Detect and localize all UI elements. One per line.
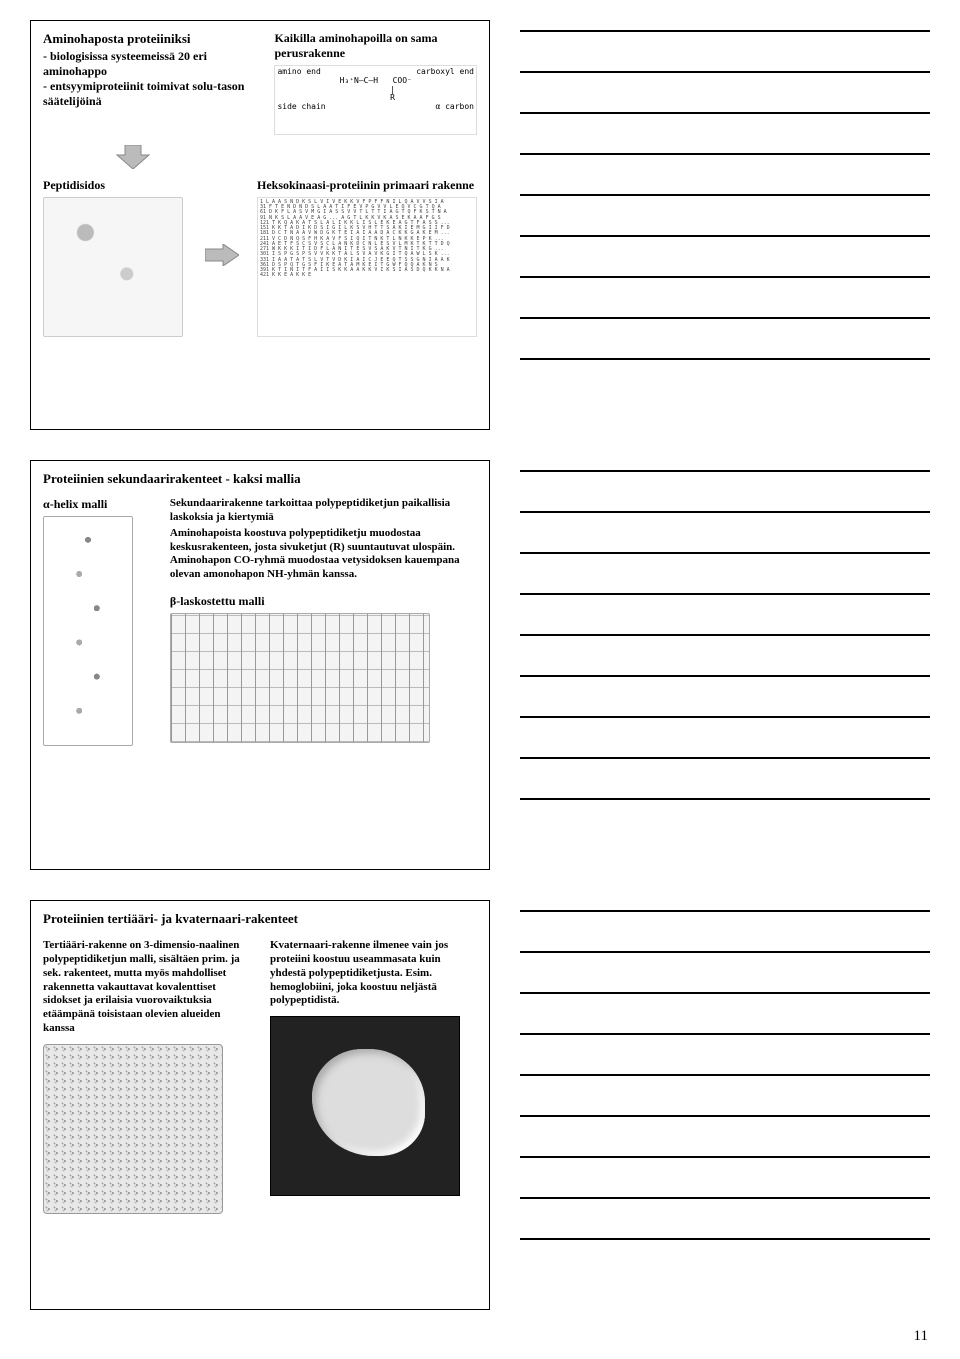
slide1-bullet1: - biologisissa systeemeissä 20 eri amino…: [43, 49, 262, 79]
note-line: [520, 276, 930, 278]
note-line: [520, 798, 930, 800]
label-alpha-carbon: α carbon: [435, 103, 474, 112]
note-line: [520, 112, 930, 114]
slide1-title: Aminohaposta proteiiniksi: [43, 31, 262, 47]
slide-1: Aminohaposta proteiiniksi - biologisissa…: [30, 20, 490, 430]
note-line: [520, 593, 930, 595]
slide1-right-title: Kaikilla aminohapoilla on sama perusrake…: [274, 31, 477, 61]
label-hexokinase: Heksokinaasi-proteiinin primaari rakenne: [257, 178, 477, 193]
arrow-right-icon: [205, 244, 239, 266]
beta-sheet-figure: [170, 613, 430, 743]
slide1-bullet2: - entsyymiproteiinit toimivat solu-tason…: [43, 79, 262, 109]
note-line: [520, 511, 930, 513]
tertiary-text: Tertiääri-rakenne on 3-dimensio-naalinen…: [43, 939, 250, 1035]
note-line: [520, 1074, 930, 1076]
slide-3: Proteiinien tertiääri- ja kvaternaari-ra…: [30, 900, 490, 1310]
alpha-helix-label: α-helix malli: [43, 497, 154, 512]
note-line: [520, 634, 930, 636]
amino-structure-figure: amino end carboxyl end H₃⁺N—C—H COO⁻ | R…: [274, 65, 477, 135]
peptide-bond-figure: [43, 197, 183, 337]
note-line: [520, 358, 930, 360]
note-line: [520, 470, 930, 472]
note-line: [520, 716, 930, 718]
note-line: [520, 992, 930, 994]
note-line: [520, 1238, 930, 1240]
label-peptidisidos: Peptidisidos: [43, 178, 187, 193]
notes-column: [490, 20, 930, 1319]
note-line: [520, 675, 930, 677]
label-amino-end: amino end: [277, 68, 320, 77]
quaternary-structure-figure: [270, 1016, 460, 1196]
note-line: [520, 235, 930, 237]
notes-block-3: [520, 900, 930, 1310]
note-line: [520, 1033, 930, 1035]
page-number: 11: [914, 1328, 928, 1345]
quaternary-text: Kvaternaari-rakenne ilmenee vain jos pro…: [270, 939, 477, 1008]
note-line: [520, 951, 930, 953]
arrow-down-icon: [113, 145, 153, 169]
note-line: [520, 552, 930, 554]
note-line: [520, 910, 930, 912]
slide2-lead: Sekundaarirakenne tarkoittaa polypeptidi…: [170, 497, 477, 525]
note-line: [520, 757, 930, 759]
note-line: [520, 30, 930, 32]
note-line: [520, 317, 930, 319]
note-line: [520, 1156, 930, 1158]
notes-block-2: [520, 460, 930, 870]
label-side-chain: side chain: [277, 103, 325, 112]
primary-sequence-figure: 1 L A A S N D K S L V I V E K K V F P F …: [257, 197, 477, 337]
notes-block-1: [520, 20, 930, 430]
tertiary-structure-figure: [43, 1044, 223, 1214]
note-line: [520, 153, 930, 155]
note-line: [520, 1197, 930, 1199]
note-line: [520, 194, 930, 196]
slide-2: Proteiinien sekundaarirakenteet - kaksi …: [30, 460, 490, 870]
note-line: [520, 71, 930, 73]
label-carboxyl-end: carboxyl end: [416, 68, 474, 77]
amino-formula: H₃⁺N—C—H COO⁻ | R: [277, 77, 474, 103]
note-line: [520, 1115, 930, 1117]
slide3-title: Proteiinien tertiääri- ja kvaternaari-ra…: [43, 911, 477, 927]
slide2-title: Proteiinien sekundaarirakenteet - kaksi …: [43, 471, 477, 487]
slide2-desc: Aminohapoista koostuva polypeptidiketju …: [170, 527, 477, 582]
beta-sheet-label: β-laskostettu malli: [170, 594, 477, 609]
alpha-helix-figure: [43, 516, 133, 746]
